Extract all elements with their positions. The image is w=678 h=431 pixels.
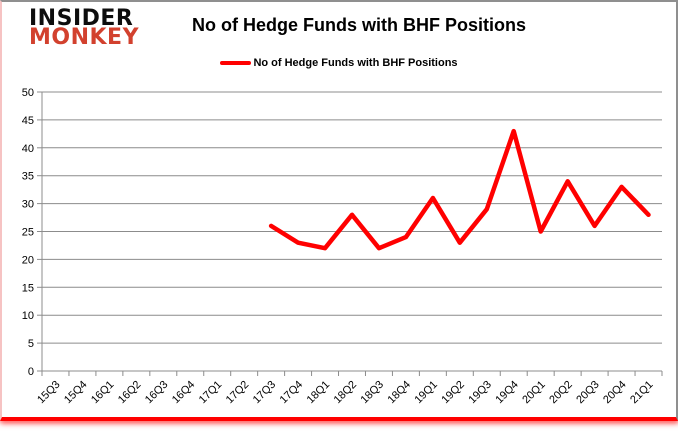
y-axis-label: 25 [22,227,34,239]
y-axis-label: 45 [22,115,34,127]
x-axis-label: 19Q4 [493,379,521,407]
x-axis-label: 21Q1 [628,379,656,407]
insider-monkey-logo: INSIDER MONKEY [29,6,140,50]
y-axis-label: 30 [22,199,34,211]
x-axis-label: 17Q2 [224,379,252,407]
y-axis-label: 15 [22,282,34,294]
legend: No of Hedge Funds with BHF Positions [2,57,676,69]
x-axis-label: 16Q2 [116,379,144,407]
y-axis-label: 5 [28,338,34,350]
legend-line-marker-icon [220,61,252,65]
x-axis-label: 16Q1 [89,379,117,407]
chart-title: No of Hedge Funds with BHF Positions [192,15,526,35]
x-axis-label: 16Q3 [143,379,171,407]
x-axis-label: 17Q1 [197,379,225,407]
line-chart: 0 5 10 15 20 25 30 35 40 45 50 15Q3 15Q4 16Q1 16Q2 16Q3… [22,87,663,407]
x-axis-label: 20Q2 [547,379,575,407]
y-axis-label: 20 [22,254,34,266]
x-axis-label: 18Q3 [359,379,387,407]
x-axis-label: 19Q2 [439,379,467,407]
x-axis-label: 17Q3 [251,379,279,407]
x-axis-label: 20Q3 [574,379,602,407]
x-axis-label: 15Q3 [35,379,63,407]
y-axis-label: 35 [22,171,34,183]
x-axis-label: 18Q2 [332,379,360,407]
x-axis-label: 18Q1 [305,379,333,407]
x-axis-label: 18Q4 [386,379,414,407]
logo-line-monkey: MONKEY [29,24,140,50]
y-axis-label: 10 [22,310,34,322]
y-axis-label: 40 [22,143,34,155]
y-axis-label: 0 [28,366,34,378]
logo-line-insider: INSIDER [29,6,134,31]
x-axis-label: 19Q1 [412,379,440,407]
series-line [268,128,651,251]
legend-label: No of Hedge Funds with BHF Positions [253,57,458,69]
x-axis-label: 20Q1 [520,379,548,407]
x-axis-label: 16Q4 [170,379,198,407]
chart-card: 0 5 10 15 20 25 30 35 40 45 50 15Q3 15Q4 16Q1 16Q2 16Q3… [0,0,678,421]
y-axis-label: 50 [22,87,34,99]
x-axis-label: 20Q4 [601,379,629,407]
x-axis-label: 17Q4 [278,379,306,407]
x-axis-label: 15Q4 [62,379,90,407]
x-axis-label: 19Q3 [466,379,494,407]
